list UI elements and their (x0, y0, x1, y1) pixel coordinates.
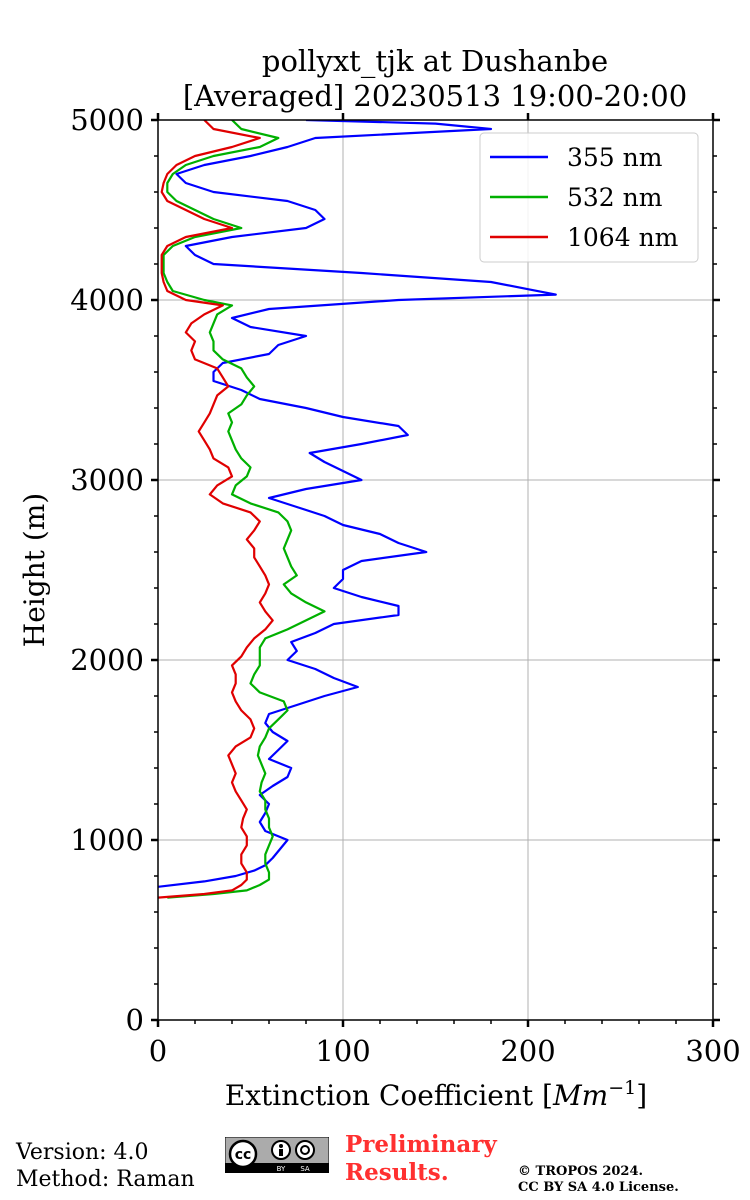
series-line-355-nm (158, 120, 557, 888)
series-line-1064-nm (158, 120, 274, 899)
y-tick-label: 4000 (70, 283, 144, 317)
sa-share-arc-icon (300, 1145, 310, 1155)
copyright-line2: CC BY SA 4.0 License. (518, 1180, 679, 1195)
x-axis-label-exp: −1 (608, 1077, 636, 1099)
legend-box (479, 132, 699, 263)
cc-license-badge: cc BY SA (225, 1137, 329, 1173)
x-tick-label: 100 (315, 1034, 370, 1068)
by-person-head-icon (279, 1144, 283, 1148)
y-tick-label: 5000 (70, 103, 144, 137)
y-tick-label: 3000 (70, 463, 144, 497)
method-text: Method: Raman (16, 1167, 195, 1192)
chart-title: pollyxt_tjk at Dushanbe (262, 44, 608, 79)
x-axis-label: Extinction Coefficient [Mm−1] (225, 1077, 647, 1112)
y-tick-label: 2000 (70, 643, 144, 677)
legend-label: 532 nm (567, 183, 663, 212)
preliminary-line2: Results. (345, 1159, 449, 1186)
series-line-532-nm (162, 120, 326, 899)
copyright-notice: © TROPOS 2024. CC BY SA 4.0 License. (518, 1164, 679, 1196)
x-axis-label-end: ] (636, 1079, 647, 1112)
y-tick-label: 0 (126, 1003, 144, 1037)
by-person-body-icon (279, 1149, 283, 1156)
x-tick-label: 300 (685, 1034, 740, 1068)
x-axis-label-unit: Mm (552, 1079, 608, 1112)
x-axis-label-main: Extinction Coefficient [ (225, 1079, 553, 1112)
sa-share-icon (295, 1140, 315, 1160)
cc-sa-text: SA (300, 1165, 310, 1173)
cc-by-text: BY (277, 1165, 286, 1173)
footer-info: Version: 4.0 Method: Raman (16, 1139, 195, 1193)
legend-label: 355 nm (567, 143, 663, 172)
cc-text: cc (235, 1147, 252, 1163)
y-tick-label: 1000 (70, 823, 144, 857)
cc-circle-icon (228, 1139, 258, 1169)
legend: 355 nm 532 nm 1064 nm (479, 132, 699, 263)
y-axis-label: Height (m) (18, 493, 51, 647)
preliminary-notice: Preliminary Results. (345, 1131, 497, 1187)
x-tick-label: 0 (149, 1034, 167, 1068)
chart-subtitle: [Averaged] 20230513 19:00-20:00 (183, 79, 687, 113)
x-tick-label: 200 (500, 1034, 555, 1068)
plot-frame (157, 119, 714, 1021)
series-lines (158, 120, 557, 899)
version-text: Version: 4.0 (16, 1140, 149, 1165)
copyright-line1: © TROPOS 2024. (518, 1164, 644, 1179)
legend-label: 1064 nm (567, 223, 679, 252)
preliminary-line1: Preliminary (345, 1131, 497, 1158)
